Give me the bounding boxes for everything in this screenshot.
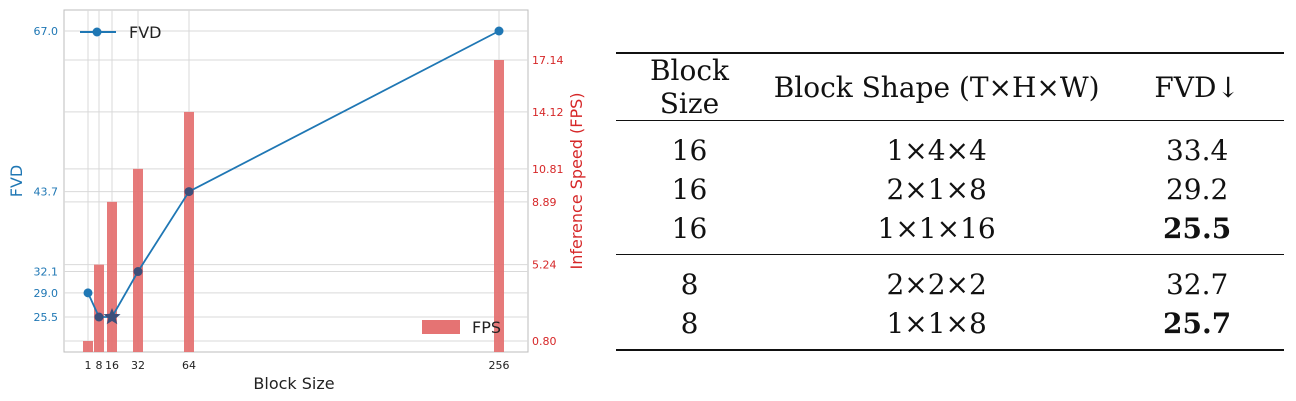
- cell-block-shape: 2×2×2: [886, 268, 987, 301]
- header-fvd: FVD↓: [1154, 70, 1240, 104]
- header-block-size: Block Size: [649, 54, 729, 120]
- legend-fps: FPS: [422, 318, 501, 337]
- axis-ticks: 1 8 16 32 64 256 25.5 29.0 32.1 43.7 67.0 0.80 5.24 8…: [34, 25, 564, 372]
- cell-block-size: 8: [680, 307, 699, 340]
- x-tick-label: 32: [131, 359, 145, 372]
- fvd-line: [83, 26, 504, 325]
- right-tick-label: 8.89: [532, 196, 557, 209]
- fvd-marker: [94, 312, 104, 322]
- legend-fvd-label: FVD: [129, 23, 161, 42]
- fps-bar: [94, 264, 104, 352]
- legend-fvd-marker: [92, 27, 102, 37]
- table-row: 16 1×1×16 25.5: [616, 209, 1284, 255]
- table-row: 8 1×1×8 25.7: [616, 304, 1284, 350]
- cell-fvd: 33.4: [1165, 134, 1229, 167]
- cell-block-size: 16: [671, 173, 708, 206]
- right-tick-label: 17.14: [532, 54, 564, 67]
- fps-bar: [184, 111, 194, 353]
- legend-fvd: FVD: [80, 23, 161, 42]
- results-table-wrapper: Block Size Block Shape (T×H×W) FVD↓ 16 1…: [616, 52, 1284, 351]
- fvd-fps-chart: 1 8 16 32 64 256 25.5 29.0 32.1 43.7 67.0 0.80 5.24 8…: [7, 9, 586, 393]
- cell-fvd: 29.2: [1165, 173, 1229, 206]
- x-tick-label: 64: [182, 359, 196, 372]
- fps-bar: [83, 341, 93, 352]
- cell-block-shape: 1×1×8: [886, 307, 987, 340]
- cell-fvd-best: 25.5: [1163, 212, 1232, 245]
- cell-block-size: 8: [680, 268, 699, 301]
- left-tick-label: 43.7: [34, 186, 59, 199]
- cell-fvd: 32.7: [1165, 268, 1229, 301]
- fps-bars: [83, 60, 504, 353]
- x-tick-label: 256: [489, 359, 510, 372]
- fvd-marker: [133, 267, 143, 277]
- results-table: Block Size Block Shape (T×H×W) FVD↓ 16 1…: [616, 52, 1284, 351]
- fvd-marker: [494, 26, 504, 36]
- fvd-marker: [83, 288, 93, 298]
- cell-block-shape: 1×1×16: [877, 212, 996, 245]
- right-axis-label: Inference Speed (FPS): [567, 92, 586, 269]
- x-tick-label: 1: [85, 359, 92, 372]
- fvd-marker-star: [103, 308, 121, 325]
- right-tick-label: 14.12: [532, 106, 564, 119]
- header-block-shape: Block Shape (T×H×W): [773, 70, 1100, 104]
- fps-bar: [133, 168, 143, 352]
- cell-block-size: 16: [671, 212, 708, 245]
- legend-fps-swatch: [422, 320, 460, 334]
- fps-bar: [494, 60, 504, 352]
- right-tick-label: 10.81: [532, 163, 564, 176]
- fvd-marker: [184, 187, 194, 197]
- cell-block-shape: 1×4×4: [886, 134, 987, 167]
- left-tick-label: 67.0: [34, 25, 59, 38]
- left-tick-label: 29.0: [34, 287, 59, 300]
- table-row: 16 1×4×4 33.4: [616, 121, 1284, 171]
- left-tick-label: 32.1: [34, 266, 59, 279]
- cell-fvd-best: 25.7: [1163, 307, 1232, 340]
- legend-fps-label: FPS: [472, 318, 501, 337]
- table-header-row: Block Size Block Shape (T×H×W) FVD↓: [616, 53, 1284, 121]
- fps-bar: [107, 201, 117, 352]
- right-tick-label: 0.80: [532, 335, 557, 348]
- left-axis-label: FVD: [7, 165, 26, 197]
- cell-block-shape: 2×1×8: [886, 173, 987, 206]
- x-tick-label: 8: [96, 359, 103, 372]
- x-axis-label: Block Size: [253, 374, 334, 393]
- table-row: 8 2×2×2 32.7: [616, 255, 1284, 305]
- left-tick-label: 25.5: [34, 311, 59, 324]
- x-tick-label: 16: [105, 359, 119, 372]
- cell-block-size: 16: [671, 134, 708, 167]
- right-tick-label: 5.24: [532, 259, 557, 272]
- table-row: 16 2×1×8 29.2: [616, 170, 1284, 209]
